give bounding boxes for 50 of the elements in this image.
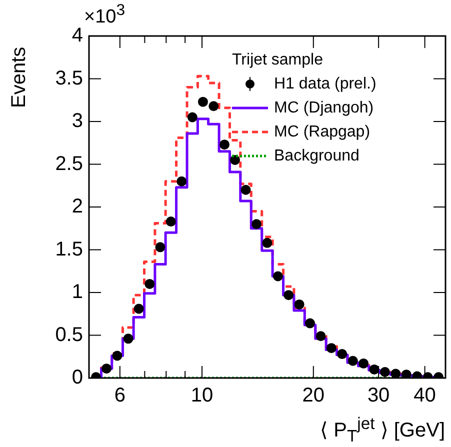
point	[326, 343, 336, 354]
point	[144, 278, 155, 289]
x-tick-label: 30	[367, 384, 390, 407]
point	[176, 176, 187, 186]
y-tick-label: 1.5	[55, 238, 83, 260]
point	[358, 358, 369, 368]
point	[219, 140, 230, 150]
point	[240, 184, 251, 195]
point	[155, 242, 166, 252]
point	[284, 290, 294, 300]
point	[252, 219, 262, 230]
point	[187, 112, 198, 122]
point	[380, 367, 390, 378]
y-tick-label: 4	[72, 24, 83, 47]
legend-label: Background	[274, 147, 360, 164]
point	[348, 356, 358, 366]
point	[208, 101, 219, 112]
x-axis-title: ⟨ P$_{T}$$^{jet}$ ⟩ [GeV]	[320, 414, 445, 447]
legend-label: H1 data (prel.)	[274, 75, 376, 92]
y-tick-label: 3	[72, 110, 83, 132]
legend-label: MC (Rapgap)	[274, 123, 370, 140]
point	[272, 271, 283, 282]
y-tick-label: 1	[72, 281, 83, 304]
point	[337, 349, 348, 360]
point	[166, 216, 176, 227]
x-tick-label: 20	[302, 384, 325, 407]
legend-title: Trijet sample	[232, 51, 324, 68]
point	[390, 368, 401, 378]
x-tick-label: 40	[414, 384, 436, 407]
y-tick-label: 3.5	[55, 67, 83, 90]
y-tick-label: 0	[72, 366, 83, 389]
legend-label: MC (Djangoh)	[274, 99, 374, 116]
point	[123, 334, 134, 344]
point	[401, 370, 412, 378]
point	[369, 364, 380, 374]
point	[198, 96, 208, 107]
point	[102, 364, 112, 374]
point	[316, 331, 326, 342]
point	[112, 350, 122, 361]
text: ×10$^{3}$	[84, 2, 126, 28]
point	[134, 304, 144, 314]
y-tick-label: 2.5	[55, 152, 83, 175]
point	[294, 299, 304, 310]
y-tick-label: 2	[72, 196, 83, 218]
y-axis-title: Events	[8, 46, 31, 108]
x-tick-label: 6	[114, 384, 126, 407]
point	[304, 318, 315, 328]
x-tick-label: 10	[190, 384, 214, 407]
y-tick-label: 0.5	[55, 324, 83, 346]
point	[262, 238, 272, 248]
